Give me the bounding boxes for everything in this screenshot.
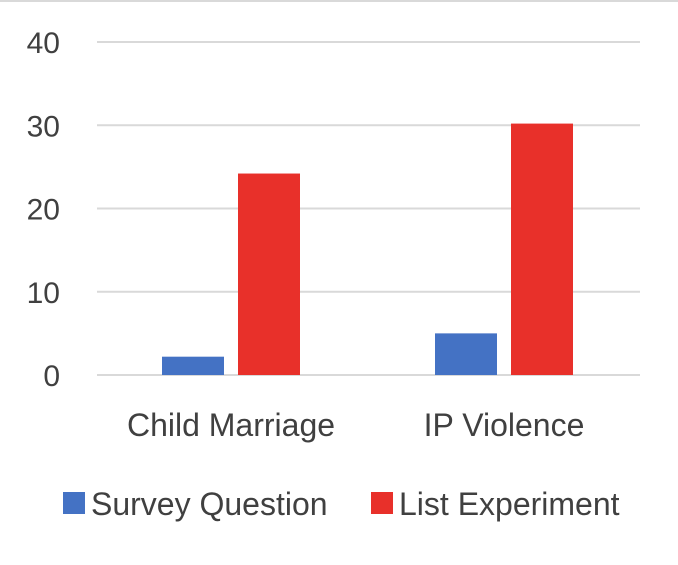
legend-label: List Experiment: [399, 486, 620, 522]
x-category-label: IP Violence: [424, 407, 585, 443]
x-category-label: Child Marriage: [127, 407, 335, 443]
legend-label: Survey Question: [91, 486, 328, 522]
legend-swatch: [63, 492, 85, 514]
y-tick-label: 10: [27, 277, 60, 310]
x-axis-category-labels: Child Marriage IP Violence: [127, 407, 584, 443]
y-tick-label: 30: [27, 110, 60, 143]
bar-list-experiment: [238, 173, 300, 375]
legend-swatch: [371, 492, 393, 514]
bar-survey-question: [162, 356, 224, 375]
y-tick-label: 0: [43, 360, 60, 393]
chart-top-border: [0, 0, 678, 2]
bar-list-experiment: [511, 123, 573, 376]
y-tick-label: 20: [27, 194, 60, 227]
y-tick-label: 40: [27, 27, 60, 60]
bar-survey-question: [435, 333, 497, 375]
legend: Survey Question List Experiment: [63, 486, 620, 522]
y-axis-tick-labels: 0 10 20 30 40: [27, 27, 60, 393]
bars: [162, 123, 573, 376]
